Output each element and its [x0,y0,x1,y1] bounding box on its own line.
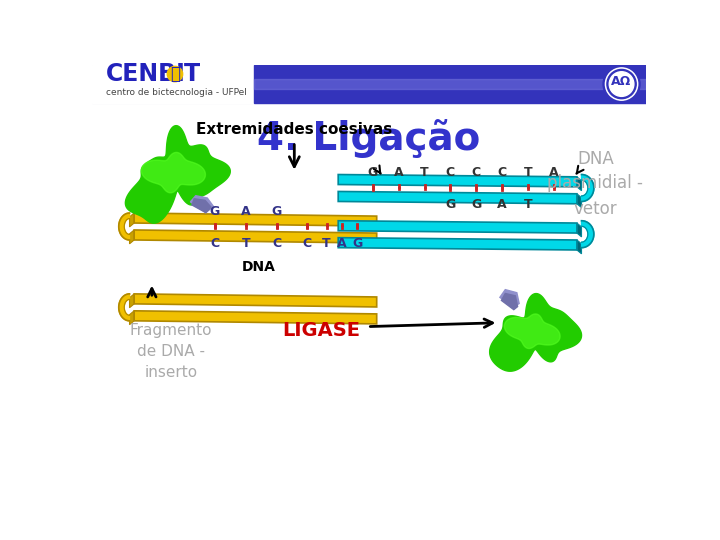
Polygon shape [190,195,213,213]
Polygon shape [577,194,582,208]
Circle shape [609,72,634,96]
Text: C: C [498,166,507,179]
Text: Extremidades coesivas: Extremidades coesivas [196,122,392,137]
Polygon shape [134,230,377,243]
Polygon shape [125,126,230,223]
Bar [253,65,647,103]
Circle shape [603,65,640,103]
Text: Ⓞ: Ⓞ [170,65,180,83]
Text: C: C [303,237,312,250]
Polygon shape [500,289,519,307]
Text: A: A [241,205,251,218]
Polygon shape [338,238,577,250]
Text: Fragmento
de DNA -
inserto: Fragmento de DNA - inserto [130,323,212,380]
Text: DNA
plasmidial -
vetor: DNA plasmidial - vetor [547,150,643,218]
Text: G: G [210,205,220,218]
Text: T: T [420,166,429,179]
Polygon shape [134,294,377,307]
Text: C: C [472,166,481,179]
Polygon shape [130,294,134,308]
Polygon shape [192,199,211,213]
Polygon shape [501,294,518,309]
Circle shape [607,70,636,99]
Text: A: A [549,166,559,179]
Text: A: A [337,237,347,250]
Polygon shape [582,221,594,248]
Polygon shape [338,174,577,187]
Text: T: T [323,237,331,250]
Text: G: G [368,166,378,179]
Bar [92,65,647,103]
Text: 4. Ligação: 4. Ligação [257,119,481,158]
Text: A: A [394,166,403,179]
Text: T: T [523,198,532,212]
Polygon shape [505,314,560,348]
Polygon shape [119,213,130,240]
Text: T: T [523,166,532,179]
Polygon shape [577,223,582,237]
Bar [92,65,253,103]
Polygon shape [490,294,582,371]
Polygon shape [119,294,130,321]
Text: G: G [352,237,363,250]
Polygon shape [134,311,377,324]
Circle shape [167,66,183,82]
Polygon shape [134,213,377,226]
Polygon shape [582,174,594,201]
Text: G: G [471,198,482,212]
Polygon shape [141,152,205,193]
Text: centro de bictecnologia - UFPel: centro de bictecnologia - UFPel [106,88,246,97]
Text: C: C [446,166,455,179]
Polygon shape [577,177,582,191]
Text: CENBI: CENBI [106,62,186,86]
Text: LIGASE: LIGASE [282,321,360,340]
Polygon shape [130,213,134,227]
Text: T: T [184,62,200,86]
Text: A: A [498,198,507,212]
Polygon shape [338,221,577,233]
Bar [253,79,647,90]
Polygon shape [130,230,134,244]
Text: DNA: DNA [242,260,276,274]
Text: C: C [210,237,220,250]
Circle shape [606,68,638,100]
Text: C: C [272,237,282,250]
Text: G: G [271,205,282,218]
Text: G: G [445,198,456,212]
Polygon shape [130,311,134,325]
Polygon shape [577,240,582,254]
Text: AΩ: AΩ [611,75,631,88]
Polygon shape [338,192,577,204]
Text: T: T [241,237,250,250]
